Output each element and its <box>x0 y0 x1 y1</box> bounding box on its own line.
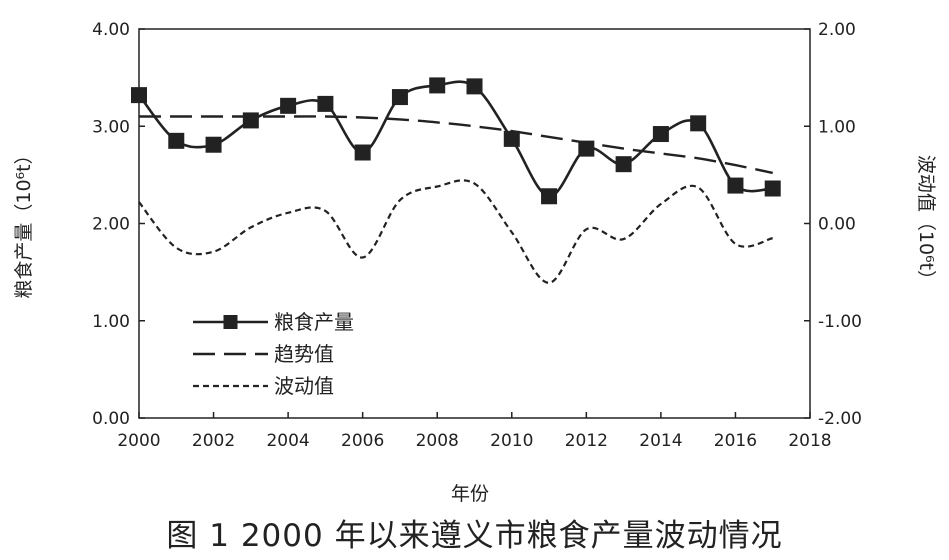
x-tick-label: 2008 <box>416 431 459 451</box>
data-point-marker <box>727 177 744 194</box>
data-point-marker <box>429 77 446 94</box>
legend-marker <box>223 315 238 329</box>
x-tick-label: 2012 <box>565 431 608 451</box>
data-point-marker <box>205 136 222 153</box>
y-tick-label: 0.00 <box>92 409 130 429</box>
data-point-marker <box>466 78 483 95</box>
data-point-marker <box>317 95 334 112</box>
data-point-marker <box>503 130 520 147</box>
line-chart: 2000 2002 2004 2006 2008 2010 2012 2014 2016 2018… <box>13 20 937 505</box>
y-tick-label: 1.00 <box>92 312 130 332</box>
series-line-3 <box>138 179 774 284</box>
y-tick-label: 2.00 <box>92 215 130 235</box>
y2-axis-title: 波动值（10⁶t） <box>915 155 937 289</box>
tick-labels: 2000 2002 2004 2006 2008 2010 2012 2014 2016 2018… <box>92 20 862 451</box>
x-tick-label: 2014 <box>639 431 682 451</box>
data-point-marker <box>541 188 558 205</box>
x-tick-label: 2002 <box>192 431 235 451</box>
data-point-marker <box>652 126 669 143</box>
y-tick-label: 3.00 <box>92 117 130 137</box>
data-point-marker <box>391 89 408 106</box>
series-line-2 <box>139 115 773 175</box>
plot-area <box>138 28 811 419</box>
y-tick-label: 4.00 <box>92 20 130 40</box>
x-tick-label: 2018 <box>788 431 831 451</box>
y2-tick-label: -1.00 <box>818 312 862 332</box>
x-axis-title: 年份 <box>451 483 489 505</box>
data-point-marker <box>280 97 297 114</box>
y2-tick-label: 0.00 <box>818 215 856 235</box>
data-point-marker <box>242 112 259 129</box>
x-tick-label: 2004 <box>266 431 309 451</box>
x-tick-label: 2006 <box>341 431 384 451</box>
figure-caption: 图 1 2000 年以来遵义市粮食产量波动情况 <box>166 518 783 554</box>
legend-label-2: 趋势值 <box>274 342 334 366</box>
data-point-marker <box>131 87 147 104</box>
x-tick-label: 2016 <box>714 431 757 451</box>
y2-tick-label: 1.00 <box>818 117 856 137</box>
legend-label-3: 波动值 <box>274 374 334 398</box>
y2-tick-label: 2.00 <box>818 20 856 40</box>
legend-label-1: 粮食产量 <box>274 310 354 334</box>
x-tick-label: 2010 <box>490 431 533 451</box>
x-tick-label: 2000 <box>117 431 160 451</box>
data-point-marker <box>690 115 707 132</box>
series-layer <box>131 77 781 284</box>
data-point-marker <box>615 156 632 173</box>
data-point-marker <box>764 180 781 197</box>
y2-tick-label: -2.00 <box>818 409 862 429</box>
y-axis-title: 粮食产量（10⁶t） <box>13 145 35 298</box>
data-point-marker <box>168 132 185 149</box>
series-line-1 <box>137 80 773 198</box>
data-point-marker <box>354 144 371 161</box>
